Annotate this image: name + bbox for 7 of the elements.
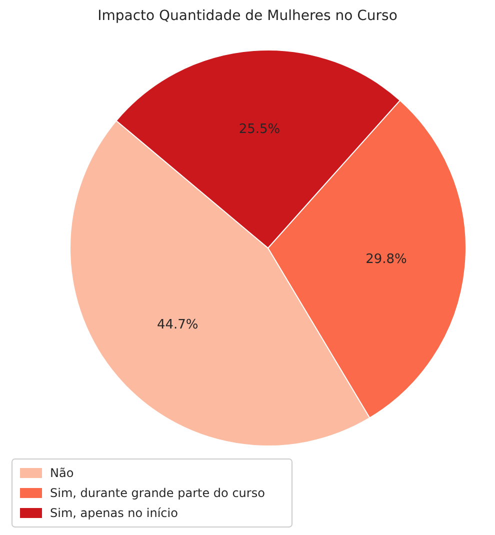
legend-label: Sim, apenas no início [50,506,178,520]
chart-title: Impacto Quantidade de Mulheres no Curso [98,8,398,24]
legend-label: Sim, durante grande parte do curso [50,486,265,500]
legend-label: Não [50,466,74,480]
data-label: 25.5% [238,122,280,138]
data-label: 29.8% [366,252,407,267]
data-label: 44.7% [156,318,198,333]
